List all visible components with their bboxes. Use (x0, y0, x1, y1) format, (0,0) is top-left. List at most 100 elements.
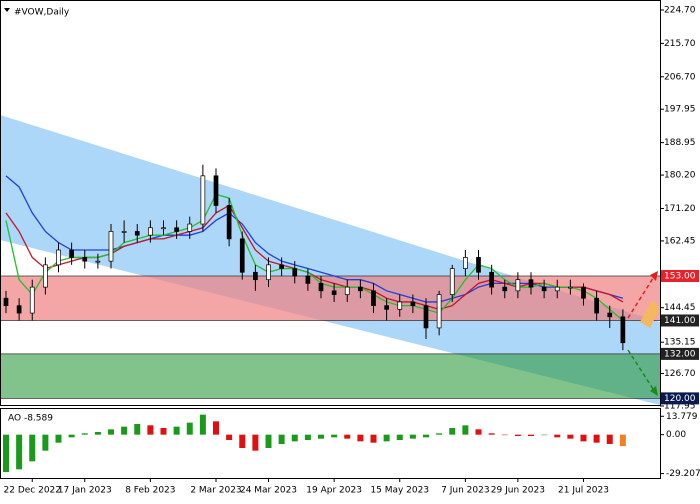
candle-body (43, 264, 48, 288)
candle-body (423, 305, 429, 329)
ao-bar (501, 434, 508, 436)
ao-bar (134, 424, 141, 435)
y-tick-label: 206.70 (664, 72, 696, 82)
y-tick-label: 162.45 (664, 236, 696, 246)
y-tick-label: 144.45 (664, 303, 696, 313)
candle-body (554, 286, 560, 292)
ao-bar (462, 425, 469, 435)
ao-bar (344, 434, 351, 439)
level-label: 141.00 (664, 316, 696, 326)
down-arrow (627, 349, 656, 393)
candle-body (358, 286, 363, 292)
candle-body (476, 257, 481, 273)
candle-body (174, 227, 179, 232)
x-tick-label: 17 Jan 2023 (58, 486, 112, 496)
ao-tick-label: -29.207 (666, 469, 700, 479)
ao-bar (436, 433, 443, 435)
candle-body (331, 290, 337, 295)
ao-bar (173, 426, 180, 435)
indicator-frame (0, 408, 661, 479)
ao-bar (55, 434, 62, 443)
ao-bar (226, 434, 233, 440)
candle-body (568, 286, 573, 289)
candle-body (69, 249, 74, 258)
ao-bar (357, 434, 364, 442)
level-label-box (661, 269, 699, 282)
ao-bar (488, 433, 495, 435)
level-label-box (661, 347, 699, 360)
ao-bar (160, 428, 167, 435)
ao-bar (383, 434, 390, 442)
y-tick-label: 224.70 (664, 6, 696, 16)
level-label: 153.00 (664, 271, 696, 281)
candle-body (607, 312, 613, 318)
ao-bar (554, 434, 561, 438)
candle-body (121, 231, 127, 233)
indicator-title: AO -8.589 (8, 414, 53, 424)
ao-bar (541, 434, 548, 436)
resistance-zone (0, 275, 660, 321)
ao-bar (291, 434, 298, 442)
ao-bar (475, 429, 482, 435)
candle-body (397, 301, 403, 310)
ao-bar (567, 434, 574, 439)
ao-bar (94, 432, 101, 435)
candle-body (226, 205, 232, 240)
ao-bar (3, 434, 9, 472)
candle-body (620, 316, 626, 344)
candle-body (436, 294, 442, 329)
candle-body (449, 268, 455, 295)
candle-body (344, 286, 350, 295)
x-tick-label: 22 Dec 2022 (4, 486, 62, 496)
level-label-box (661, 392, 699, 405)
ao-bar (606, 434, 613, 444)
ao-bar (16, 434, 23, 470)
candle-body (502, 286, 508, 292)
candle-body (239, 238, 245, 273)
y-tick-label: 197.95 (664, 105, 696, 115)
candle-body (384, 305, 389, 310)
x-tick-label: 19 Apr 2023 (306, 486, 362, 496)
ao-bar (265, 434, 272, 448)
y-tick-label: 171.20 (664, 204, 696, 214)
target-box (640, 300, 660, 328)
main-frame (0, 0, 661, 406)
y-tick-label: 117.95 (664, 402, 696, 412)
candle-body (3, 297, 9, 307)
x-tick-label: 29 Jun 2023 (491, 486, 545, 496)
y-tick-label: 188.95 (664, 138, 696, 148)
candle-body (489, 271, 494, 288)
ao-bar (514, 434, 521, 436)
channel (0, 115, 660, 405)
ao-bar (147, 425, 154, 435)
ao-tick-label: 13.779 (666, 412, 698, 422)
ao-bar (121, 426, 128, 435)
candle-body (200, 175, 206, 225)
x-tick-label: 21 Jul 2023 (558, 486, 609, 496)
x-tick-label: 24 Mar 2023 (240, 486, 297, 496)
candle-body (371, 290, 376, 307)
ao-bar (186, 422, 193, 435)
ao-bar (580, 434, 587, 442)
candle-body (515, 279, 521, 292)
candle-body (463, 257, 468, 269)
candle-body (410, 301, 416, 307)
candle-body (134, 231, 140, 236)
candle-body (253, 271, 258, 281)
ao-bar (528, 434, 534, 436)
ao-tick-label: 0.00 (666, 430, 686, 440)
level-label-box (661, 314, 699, 327)
ao-bar (252, 434, 259, 451)
ao-bar (199, 414, 206, 435)
candle-body (29, 286, 35, 314)
ao-bar (396, 434, 403, 440)
ao-bar (239, 434, 246, 448)
candle-body (95, 260, 101, 263)
ao-bar (278, 434, 285, 444)
candle-body (82, 257, 88, 262)
ao-bar (29, 434, 36, 462)
ao-bar (318, 434, 324, 439)
x-tick-label: 15 May 2023 (370, 486, 429, 496)
ao-bar (331, 434, 338, 438)
ao-bar (108, 429, 114, 435)
